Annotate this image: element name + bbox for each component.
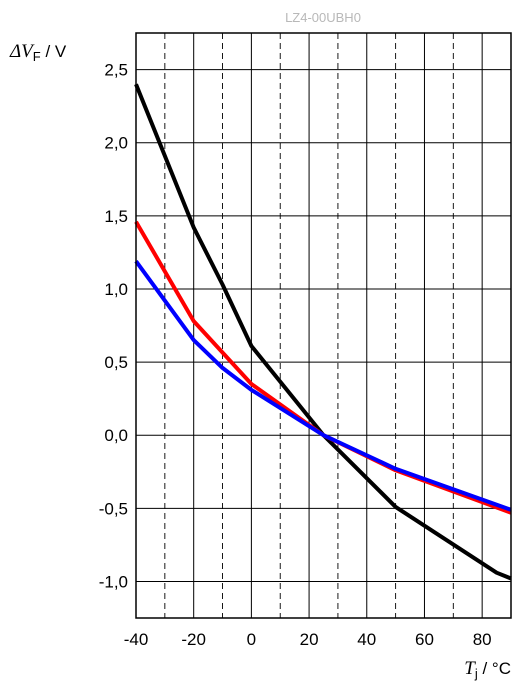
y-axis-title: ΔVF / V	[9, 41, 67, 64]
x-axis-title: Tj / °C	[464, 658, 511, 681]
x-axis-subscript: j	[474, 666, 478, 681]
y-tick-label: 2,0	[104, 134, 128, 153]
y-tick-label: 0,5	[104, 353, 128, 372]
series-line-3	[134, 260, 512, 512]
x-axis-symbol: T	[464, 658, 476, 679]
series-line-2	[134, 220, 512, 515]
y-tick-labels: 2,5 2,0 1,5 1,0 0,5 0,0 -0,5 -1,0	[99, 61, 128, 592]
y-tick-label: 1,0	[104, 280, 128, 299]
series-lines	[134, 83, 512, 581]
y-axis-subscript: F	[33, 49, 41, 64]
y-axis-symbol: ΔV	[9, 41, 35, 62]
x-tick-label: 80	[473, 630, 492, 649]
x-tick-label: 0	[247, 630, 256, 649]
x-tick-label: 40	[357, 630, 376, 649]
x-tick-label: 20	[300, 630, 319, 649]
series-line-1	[134, 83, 512, 581]
chart-title: LZ4-00UBH0	[285, 10, 361, 25]
x-axis-unit: / °C	[478, 659, 511, 678]
y-tick-label: -1,0	[99, 572, 128, 591]
grid	[135, 33, 511, 618]
x-tick-label: -40	[124, 630, 149, 649]
plot-frame	[135, 32, 512, 619]
x-tick-labels: -40 -20 0 20 40 60 80	[124, 630, 492, 649]
y-tick-label: 0,0	[104, 426, 128, 445]
y-tick-label: 1,5	[104, 207, 128, 226]
x-tick-label: -20	[181, 630, 206, 649]
y-tick-label: 2,5	[104, 61, 128, 80]
x-tick-label: 60	[415, 630, 434, 649]
y-tick-label: -0,5	[99, 499, 128, 518]
y-axis-unit: / V	[41, 42, 67, 61]
